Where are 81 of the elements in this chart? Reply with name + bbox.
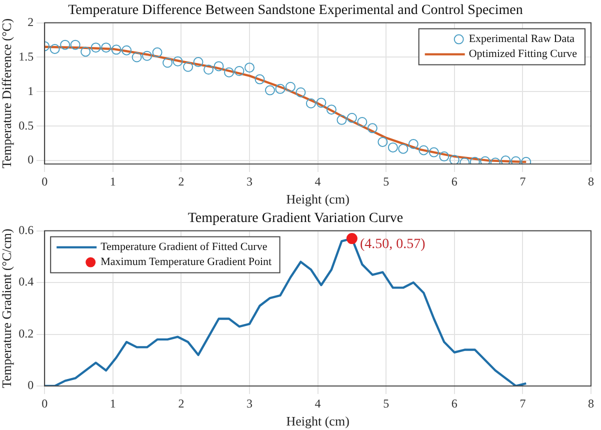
point [101,42,112,53]
chart-title: Temperature Gradient Variation Curve [188,211,404,226]
x-tick-label: 5 [383,174,390,188]
point [449,154,460,164]
point [204,64,214,75]
point [357,116,368,127]
chart-title: Temperature Difference Between Sandstone Experimental and Control Specimen [68,3,523,18]
legend-label: Temperature Gradient of Fitted Curve [100,241,268,254]
y-tick-label: 1 [28,84,34,98]
legend-label: Experimental Raw Data [468,33,575,46]
point [306,98,316,108]
point [111,44,122,55]
x-tick-label: 1 [110,396,116,410]
y-tick-label: 0 [28,378,34,392]
point [90,42,101,53]
point [80,46,91,57]
x-tick-label: 0 [42,396,48,410]
point [193,57,204,68]
point [50,44,60,54]
point [152,47,162,58]
x-axis-title: Height (cm) [286,414,350,429]
point [418,145,429,156]
point [162,58,173,68]
point [172,56,183,66]
y-tick-label: 0.5 [18,118,34,132]
x-tick-label: 2 [178,396,184,410]
point [336,114,347,125]
point [398,144,408,154]
point [60,40,70,50]
point [285,82,296,92]
point [500,156,511,164]
y-axis-title: Temperature Gradient (°C/cm) [0,228,14,388]
x-tick-label: 2 [178,174,184,188]
point [234,66,244,76]
point [326,104,336,115]
y-tick-label: 0 [28,152,34,167]
point [142,50,152,61]
point [264,85,275,96]
point [214,61,224,72]
point [388,142,398,152]
point [439,151,450,162]
point [296,87,306,98]
point [224,67,234,78]
y-axis-title: Temperature Difference (°C) [0,18,14,168]
y-tick-label: 0.6 [18,222,34,237]
x-tick-label: 7 [520,396,526,410]
point [132,52,142,62]
x-tick-label: 8 [588,174,594,188]
x-tick-label: 6 [451,396,458,410]
x-tick-label: 7 [520,174,526,188]
point [428,147,439,158]
x-tick-label: 4 [314,396,321,410]
x-tick-label: 4 [314,174,321,188]
point [244,62,254,73]
annotation: (4.50, 0.57) [360,237,426,252]
point [378,136,388,147]
point [367,123,378,134]
point [346,112,357,123]
y-tick-label: 2 [28,14,34,29]
legend-label: Maximum Temperature Gradient Point [100,256,272,268]
legend-label: Optimized Fitting Curve [468,48,578,60]
x-tick-label: 5 [383,396,390,410]
x-tick-label: 6 [451,174,458,188]
point [70,40,80,50]
y-tick-label: 1.5 [18,49,34,64]
x-tick-label: 3 [246,174,252,188]
x-axis-title: Height (cm) [286,192,350,207]
point [510,156,521,164]
point [122,45,132,56]
point [408,139,418,150]
point [480,156,490,164]
point [183,62,194,72]
point [316,98,326,108]
x-tick-label: 0 [42,174,48,188]
x-tick-label: 3 [246,396,252,410]
y-tick-label: 0.4 [18,274,34,289]
x-tick-label: 8 [588,396,594,410]
y-tick-label: 0.2 [18,326,34,340]
point [275,84,286,94]
x-tick-label: 1 [110,174,116,188]
point [254,74,265,84]
